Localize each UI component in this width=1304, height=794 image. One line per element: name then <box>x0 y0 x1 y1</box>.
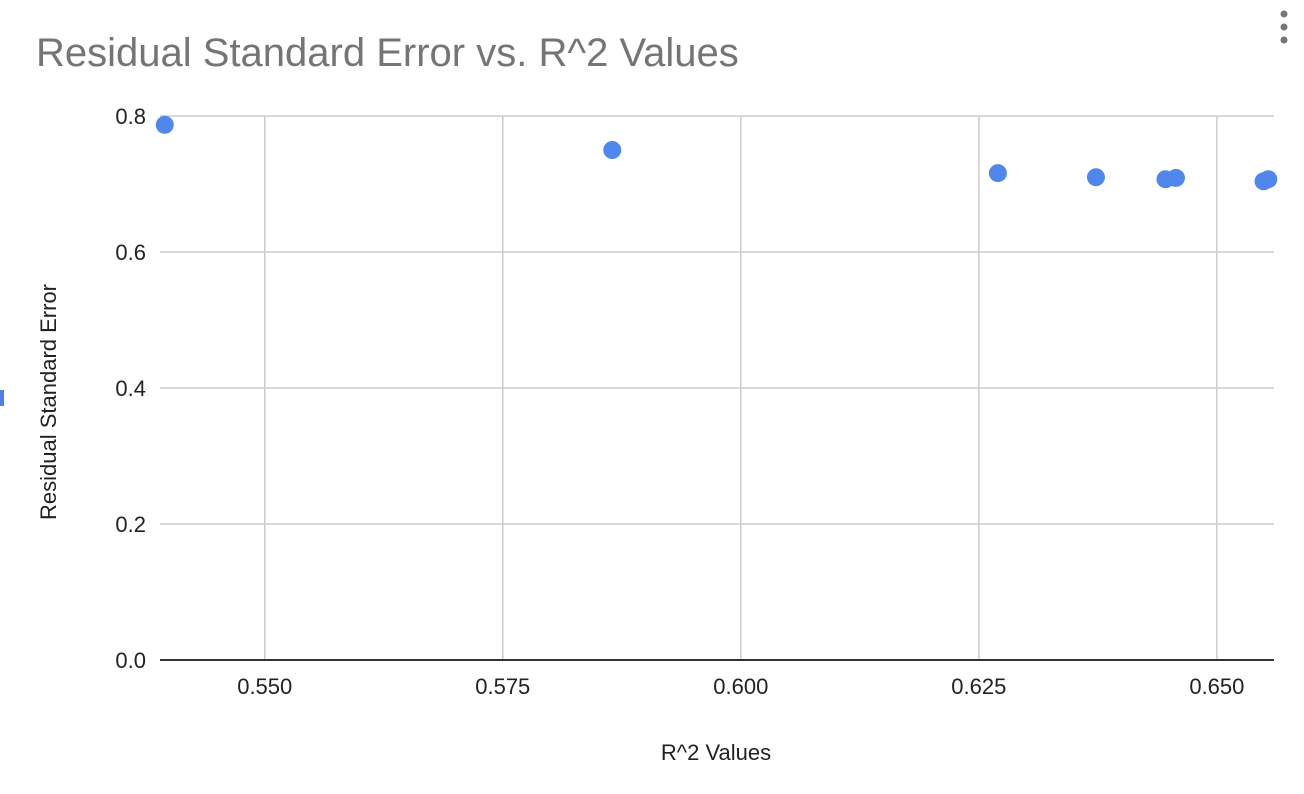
left-edge-marker <box>0 390 4 406</box>
y-tick-label: 0.6 <box>115 240 146 265</box>
y-tick-label: 0.2 <box>115 512 146 537</box>
y-tick-label: 0.4 <box>115 376 146 401</box>
x-tick-label: 0.625 <box>951 674 1006 699</box>
more-options-button[interactable] <box>1270 6 1296 48</box>
y-axis-title: Residual Standard Error <box>36 284 61 520</box>
x-tick-label: 0.600 <box>713 674 768 699</box>
x-tick-label: 0.650 <box>1189 674 1244 699</box>
data-point[interactable] <box>155 115 174 134</box>
x-tick-label: 0.575 <box>475 674 530 699</box>
data-point[interactable] <box>1086 168 1105 187</box>
data-point[interactable] <box>1166 168 1185 187</box>
data-point[interactable] <box>603 141 622 159</box>
grid-lines <box>160 115 1274 660</box>
y-tick-label: 0.0 <box>115 648 146 673</box>
chart-title: Residual Standard Error vs. R^2 Values <box>36 31 739 75</box>
y-tick-label: 0.8 <box>115 104 146 129</box>
x-tick-label: 0.550 <box>237 674 292 699</box>
more-vert-icon <box>1280 10 1288 44</box>
data-point[interactable] <box>1259 170 1278 189</box>
x-axis-ticks: 0.550 0.575 0.600 0.625 0.650 <box>237 674 1244 699</box>
data-point[interactable] <box>988 164 1007 183</box>
data-points <box>155 115 1278 191</box>
x-axis-title: R^2 Values <box>661 740 771 765</box>
y-axis-ticks: 0.0 0.2 0.4 0.6 0.8 <box>115 104 146 673</box>
